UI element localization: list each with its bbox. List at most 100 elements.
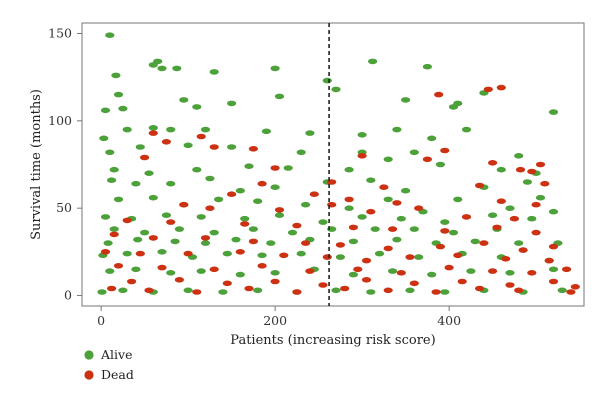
point-alive (527, 215, 537, 222)
point-alive (205, 175, 215, 182)
point-dead (366, 208, 376, 215)
point-dead (514, 287, 524, 294)
point-alive (122, 250, 132, 257)
point-alive (113, 91, 124, 98)
point-alive (283, 165, 293, 171)
point-dead (309, 191, 319, 197)
point-alive (122, 126, 132, 133)
point-dead (200, 235, 211, 241)
y-tick-label: 0 (64, 288, 72, 303)
point-alive (470, 238, 480, 245)
point-dead (515, 166, 526, 173)
point-dead (227, 191, 237, 197)
point-dead (248, 238, 258, 245)
point-dead (488, 160, 498, 166)
point-alive (257, 252, 267, 259)
point-alive (274, 93, 285, 100)
point-dead (344, 196, 354, 203)
point-dead (174, 277, 184, 283)
y-axis-label: Survival time (months) (29, 89, 44, 240)
point-dead (434, 91, 444, 98)
point-dead (379, 184, 389, 190)
point-dead (235, 249, 245, 255)
point-alive (392, 236, 402, 243)
point-dead (292, 222, 302, 229)
point-dead (479, 240, 489, 246)
point-dead (396, 270, 406, 276)
point-dead (348, 224, 358, 231)
point-dead (127, 278, 137, 285)
point-alive (535, 194, 546, 201)
point-alive (514, 240, 524, 246)
point-dead (183, 250, 193, 257)
point-dead (248, 146, 258, 152)
legend-label-alive: Alive (100, 347, 132, 362)
point-dead (135, 250, 145, 257)
point-alive (344, 166, 354, 173)
point-alive (401, 187, 411, 194)
point-dead (444, 264, 454, 271)
point-dead (457, 278, 467, 285)
point-alive (357, 214, 367, 220)
point-alive (266, 240, 276, 246)
point-alive (383, 156, 393, 163)
point-alive (335, 254, 345, 260)
point-dead (392, 200, 402, 206)
axis-ticks: 0 200 400 0 50 100 150 (48, 25, 461, 328)
point-alive (401, 97, 411, 103)
point-alive (344, 205, 354, 211)
point-dead (548, 278, 559, 285)
point-alive (427, 135, 437, 142)
point-dead (292, 289, 302, 295)
point-alive (144, 170, 154, 176)
point-alive (100, 214, 111, 220)
point-alive (183, 142, 193, 149)
point-alive (105, 149, 115, 156)
point-dead (322, 254, 332, 260)
point-dead (383, 245, 393, 252)
point-alive (183, 287, 193, 294)
point-dead (166, 219, 176, 225)
point-alive (235, 187, 245, 194)
point-alive (218, 289, 228, 295)
point-dead (244, 285, 254, 292)
data-points (97, 32, 580, 295)
plot-frame (81, 22, 585, 307)
point-alive (453, 196, 463, 203)
legend: Alive Dead (84, 347, 134, 382)
point-dead (483, 86, 493, 93)
point-alive (461, 126, 472, 133)
point-alive (548, 266, 559, 273)
point-dead (148, 235, 158, 241)
point-alive (305, 130, 315, 136)
point-dead (501, 255, 511, 262)
point-alive (348, 271, 358, 278)
point-dead (270, 165, 280, 171)
point-alive (318, 219, 328, 225)
point-alive (405, 287, 415, 294)
point-alive (109, 226, 119, 232)
point-dead (100, 249, 111, 255)
point-dead (496, 84, 506, 91)
point-alive (192, 166, 202, 173)
point-alive (488, 212, 498, 218)
point-alive (179, 97, 189, 103)
x-axis-label: Patients (increasing risk score) (230, 333, 435, 348)
point-alive (466, 268, 476, 274)
point-dead (209, 144, 219, 150)
point-alive (157, 249, 167, 255)
point-alive (244, 163, 254, 169)
point-dead (440, 228, 450, 234)
point-dead (544, 257, 554, 264)
point-alive (192, 104, 202, 110)
point-dead (453, 252, 463, 259)
point-alive (140, 229, 150, 236)
point-dead (107, 285, 117, 292)
point-alive (214, 196, 224, 203)
point-alive (253, 287, 263, 294)
point-alive (422, 63, 432, 70)
point-alive (322, 77, 332, 84)
point-dead (340, 285, 350, 292)
point-alive (105, 32, 115, 38)
point-dead (205, 205, 215, 211)
